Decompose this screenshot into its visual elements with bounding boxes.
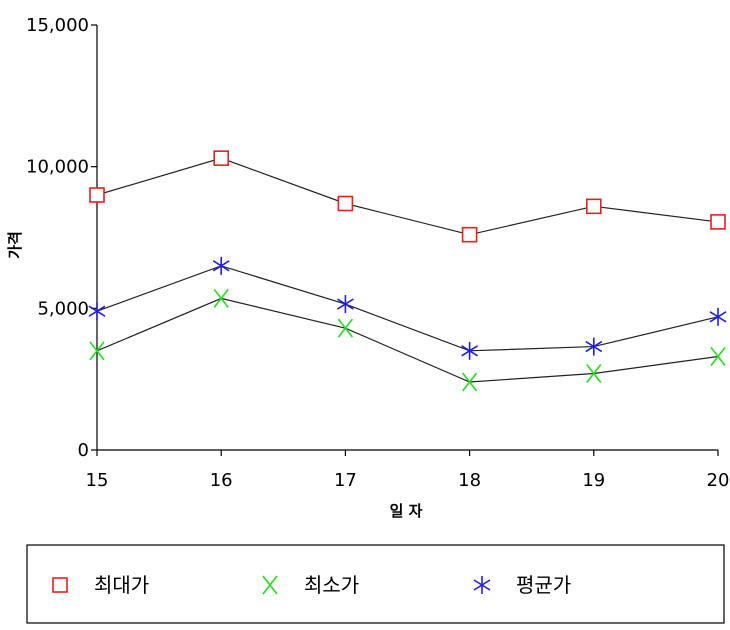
- series-1-point: [461, 226, 478, 243]
- legend-label: 평균가: [516, 573, 571, 597]
- legend-item: 최소가: [262, 573, 359, 597]
- series-1-point: [337, 195, 354, 212]
- x-tick-label: 15: [86, 470, 109, 491]
- series-1-point: [710, 214, 726, 230]
- series-1-point: [213, 150, 229, 166]
- y-tick-label: 10,000: [26, 157, 89, 178]
- axes: [96, 25, 718, 451]
- y-axis-title: 가격: [6, 231, 24, 259]
- series-3-point: [88, 302, 106, 321]
- y-tick-label: 15,000: [26, 15, 89, 36]
- legend: 최대가 최소가 평균가: [52, 573, 571, 597]
- series-layer: [88, 150, 727, 392]
- x-axis-title: 일 자: [390, 502, 423, 520]
- series-3-point: [212, 256, 230, 275]
- x-tick-label: 19: [582, 470, 605, 491]
- series-2-point: [213, 288, 229, 308]
- x-tick-label: 20: [707, 470, 730, 491]
- series-3-point: [461, 341, 479, 360]
- y-tick-label: 0: [78, 440, 89, 461]
- legend-marker: [52, 577, 68, 593]
- series-line-1: [96, 157, 719, 236]
- series-2-point: [710, 347, 726, 366]
- series-1-point: [89, 187, 105, 203]
- series-2-point: [337, 318, 354, 338]
- legend-label: 최대가: [94, 573, 149, 597]
- series-3-point: [336, 295, 354, 314]
- series-1-point: [585, 198, 602, 215]
- legend-box: [26, 544, 725, 624]
- series-2-point: [89, 341, 105, 361]
- x-ticks: 15 16 17 18 19 20: [86, 450, 730, 491]
- y-ticks: 0 5,000 10,000 15,000: [26, 15, 97, 461]
- series-line-2: [96, 297, 719, 383]
- legend-item: 최대가: [52, 573, 149, 597]
- legend-item: 평균가: [473, 573, 571, 597]
- x-tick-label: 17: [334, 470, 357, 491]
- legend-label: 최소가: [304, 573, 359, 597]
- series-2-point: [586, 364, 602, 383]
- x-tick-label: 16: [210, 470, 233, 491]
- y-tick-label: 5,000: [37, 298, 89, 319]
- series-line-3: [96, 265, 719, 352]
- series-2-point: [461, 372, 478, 392]
- legend-marker: [262, 575, 278, 595]
- series-3-point: [585, 337, 603, 356]
- x-tick-label: 18: [458, 470, 481, 491]
- legend-marker: [473, 576, 491, 594]
- series-3-point: [709, 307, 727, 326]
